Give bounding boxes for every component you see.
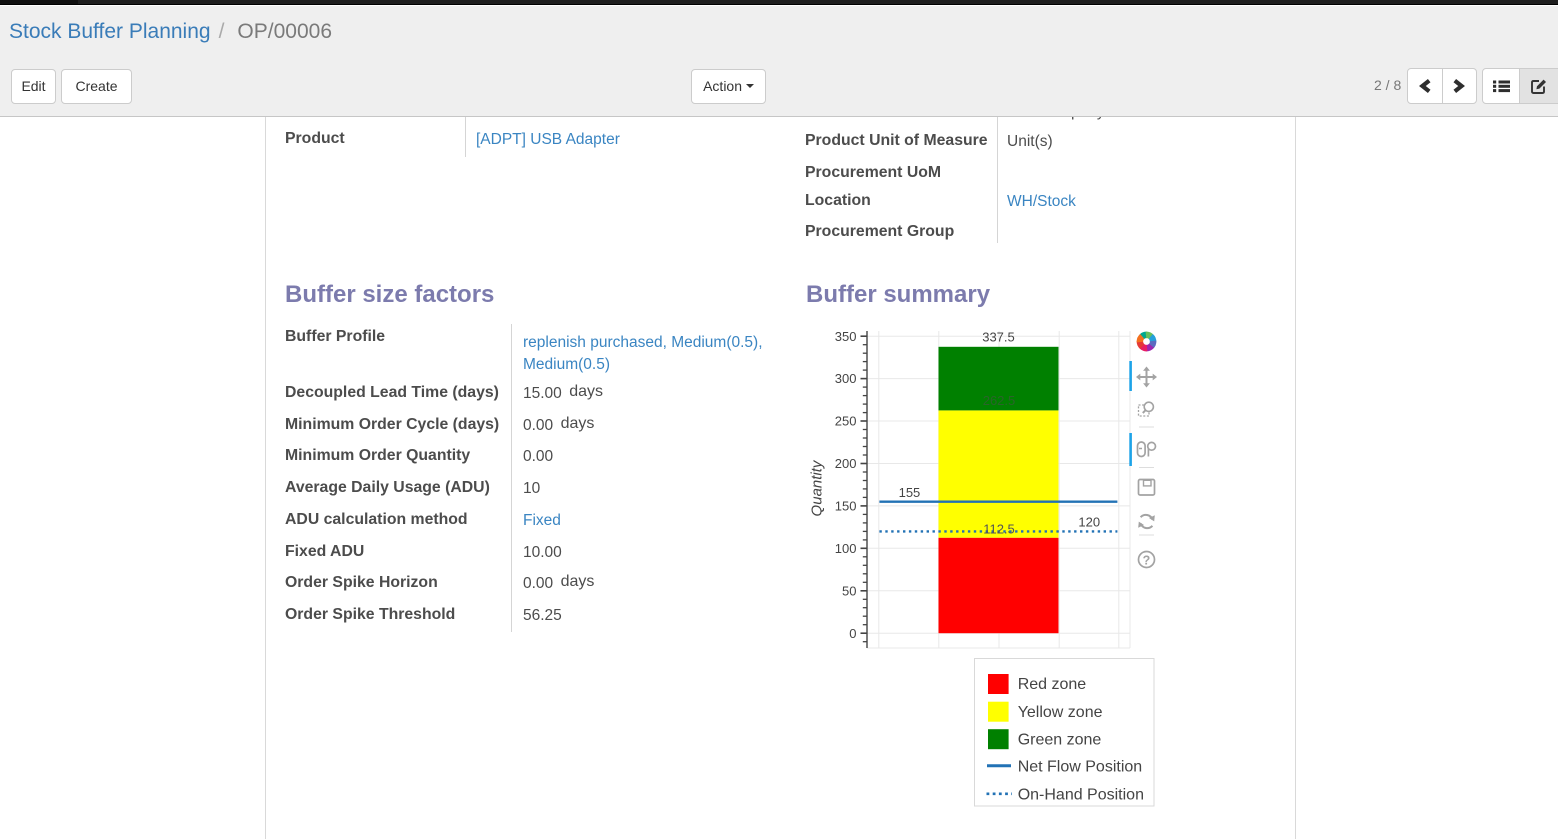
svg-text:262.5: 262.5	[983, 393, 1016, 408]
svg-text:250: 250	[835, 414, 857, 429]
svg-text:200: 200	[835, 456, 857, 471]
svg-text:112.5: 112.5	[983, 522, 1015, 537]
svg-text:Yellow zone: Yellow zone	[1018, 704, 1103, 721]
svg-text:120: 120	[1078, 515, 1100, 530]
svg-text:?: ?	[1143, 554, 1151, 568]
svg-text:155: 155	[899, 485, 921, 500]
svg-text:100: 100	[835, 541, 857, 556]
svg-text:50: 50	[842, 583, 856, 598]
svg-text:Green zone: Green zone	[1018, 732, 1102, 749]
svg-text:Red zone: Red zone	[1018, 676, 1087, 693]
svg-text:337.5: 337.5	[982, 330, 1015, 345]
svg-text:Net Flow Position: Net Flow Position	[1018, 758, 1142, 775]
svg-text:350: 350	[835, 329, 857, 344]
svg-text:300: 300	[835, 371, 857, 386]
svg-text:On-Hand Position: On-Hand Position	[1018, 786, 1144, 803]
svg-text:150: 150	[835, 499, 857, 514]
svg-text:Quantity: Quantity	[809, 459, 826, 516]
svg-text:0: 0	[849, 626, 856, 641]
